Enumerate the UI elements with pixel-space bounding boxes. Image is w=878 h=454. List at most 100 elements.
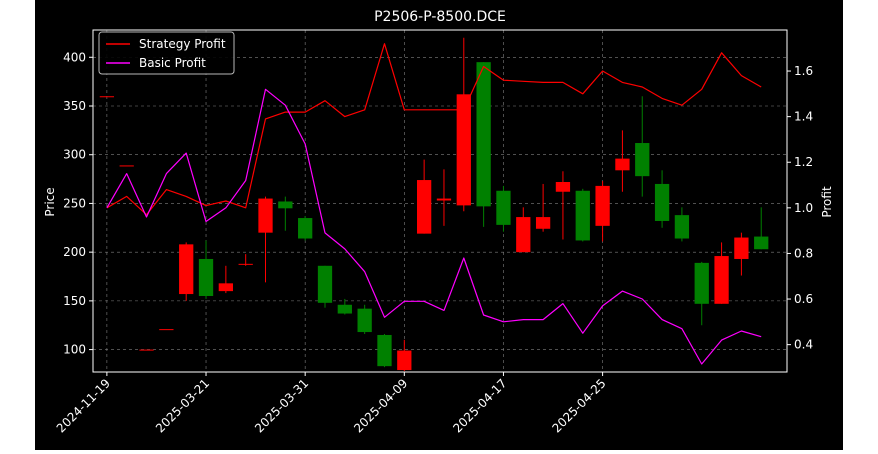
y-tick-label-left: 200 [63, 245, 86, 259]
strategy-profit-line [106, 43, 762, 216]
candle [218, 265, 233, 294]
candle-body [615, 158, 630, 171]
candle [476, 62, 491, 227]
candles [99, 37, 769, 372]
candle [754, 207, 769, 250]
candle-body [714, 256, 729, 304]
candlestick-chart: 100 150 200 250 300 350 400 0.4 0.6 0.8 1.0 1.2 1.4 1… [43, 9, 834, 435]
candle [119, 165, 134, 167]
candle [377, 334, 392, 368]
candle-body [317, 265, 333, 303]
candle [456, 37, 471, 212]
candle-body [575, 190, 590, 241]
profit-lines [106, 43, 762, 365]
candle [139, 349, 154, 351]
candle [635, 96, 650, 197]
y-tick-label-right: 0.8 [794, 246, 813, 260]
candle [654, 170, 670, 228]
candle [397, 339, 412, 372]
legend-box [98, 31, 235, 75]
chart-figure: 100 150 200 250 300 350 400 0.4 0.6 0.8 1.0 1.2 1.4 1… [35, 0, 843, 450]
candle-body [516, 217, 531, 253]
y-tick-label-left: 250 [63, 196, 86, 210]
candle-body [397, 350, 412, 371]
candle-body [298, 218, 313, 239]
x-tick-label: 2024-11-19 [54, 376, 113, 435]
candle-body [436, 198, 452, 201]
candle [436, 169, 452, 226]
candle [615, 130, 630, 192]
candle [198, 240, 214, 299]
candle [734, 232, 749, 276]
y-tick-label-right: 1.0 [794, 201, 813, 215]
chart-title: P2506-P-8500.DCE [374, 9, 506, 25]
y-axis-label-right: Profit [820, 186, 834, 218]
candle [99, 96, 115, 98]
candle [357, 304, 372, 334]
candle [714, 242, 729, 304]
candle [516, 207, 531, 253]
candle-body [476, 62, 491, 207]
candle-body [119, 165, 134, 167]
candle-body [674, 215, 690, 239]
candle-body [238, 263, 253, 265]
candle-body [139, 349, 154, 351]
legend-label-basic: Basic Profit [139, 56, 206, 70]
candle-body [337, 304, 352, 314]
candle-body [535, 217, 551, 229]
y-tick-label-left: 100 [63, 343, 86, 357]
candle-body [179, 244, 194, 295]
candle [179, 242, 194, 301]
x-tick-label: 2025-03-31 [252, 376, 311, 435]
candle-body [694, 262, 709, 304]
candle-body [278, 201, 293, 209]
candle [258, 196, 273, 283]
plot-frame [92, 29, 788, 373]
y-tick-label-left: 150 [63, 294, 86, 308]
basic-profit-line [106, 88, 762, 365]
y-tick-label-left: 350 [63, 99, 86, 113]
y-tick-label-right: 0.4 [794, 338, 813, 352]
candle-body [496, 190, 511, 225]
candle-body [416, 180, 432, 234]
candle-body [377, 334, 392, 367]
candle [317, 265, 333, 308]
candle [238, 254, 253, 266]
candle [575, 188, 590, 242]
legend-label-strategy: Strategy Profit [139, 37, 226, 51]
candle [416, 159, 432, 234]
y-tick-label-right: 1.6 [794, 64, 813, 78]
candle-body [218, 283, 233, 292]
axes: 100 150 200 250 300 350 400 0.4 0.6 0.8 1.0 1.2 1.4 1… [54, 50, 813, 435]
candle-body [258, 198, 273, 233]
y-tick-label-right: 1.4 [794, 110, 813, 124]
candle [496, 185, 511, 232]
x-tick-label: 2025-04-25 [549, 376, 608, 435]
candle [674, 207, 690, 242]
x-tick-label: 2025-04-17 [450, 376, 509, 435]
y-tick-label-right: 0.6 [794, 292, 813, 306]
candle-body [159, 329, 174, 331]
candle-body [734, 237, 749, 259]
candle [694, 261, 709, 326]
candle [595, 181, 610, 242]
candle [535, 183, 551, 232]
candle-body [595, 185, 610, 226]
candle-body [198, 258, 214, 296]
x-tick-label: 2025-04-09 [351, 376, 410, 435]
y-axis-label-left: Price [43, 187, 57, 216]
candle [298, 216, 313, 241]
candle [555, 171, 571, 240]
candle-body [754, 236, 769, 250]
candle-body [654, 183, 670, 221]
candle [337, 298, 352, 315]
x-tick-label: 2025-03-21 [153, 376, 212, 435]
y-tick-label-left: 400 [63, 50, 86, 64]
candle [159, 329, 174, 331]
y-tick-label-right: 1.2 [794, 155, 813, 169]
candle-body [456, 94, 471, 206]
candle-body [357, 308, 372, 333]
candle-body [99, 96, 115, 98]
candle-body [635, 143, 650, 177]
legend: Strategy Profit Basic Profit [98, 31, 235, 75]
